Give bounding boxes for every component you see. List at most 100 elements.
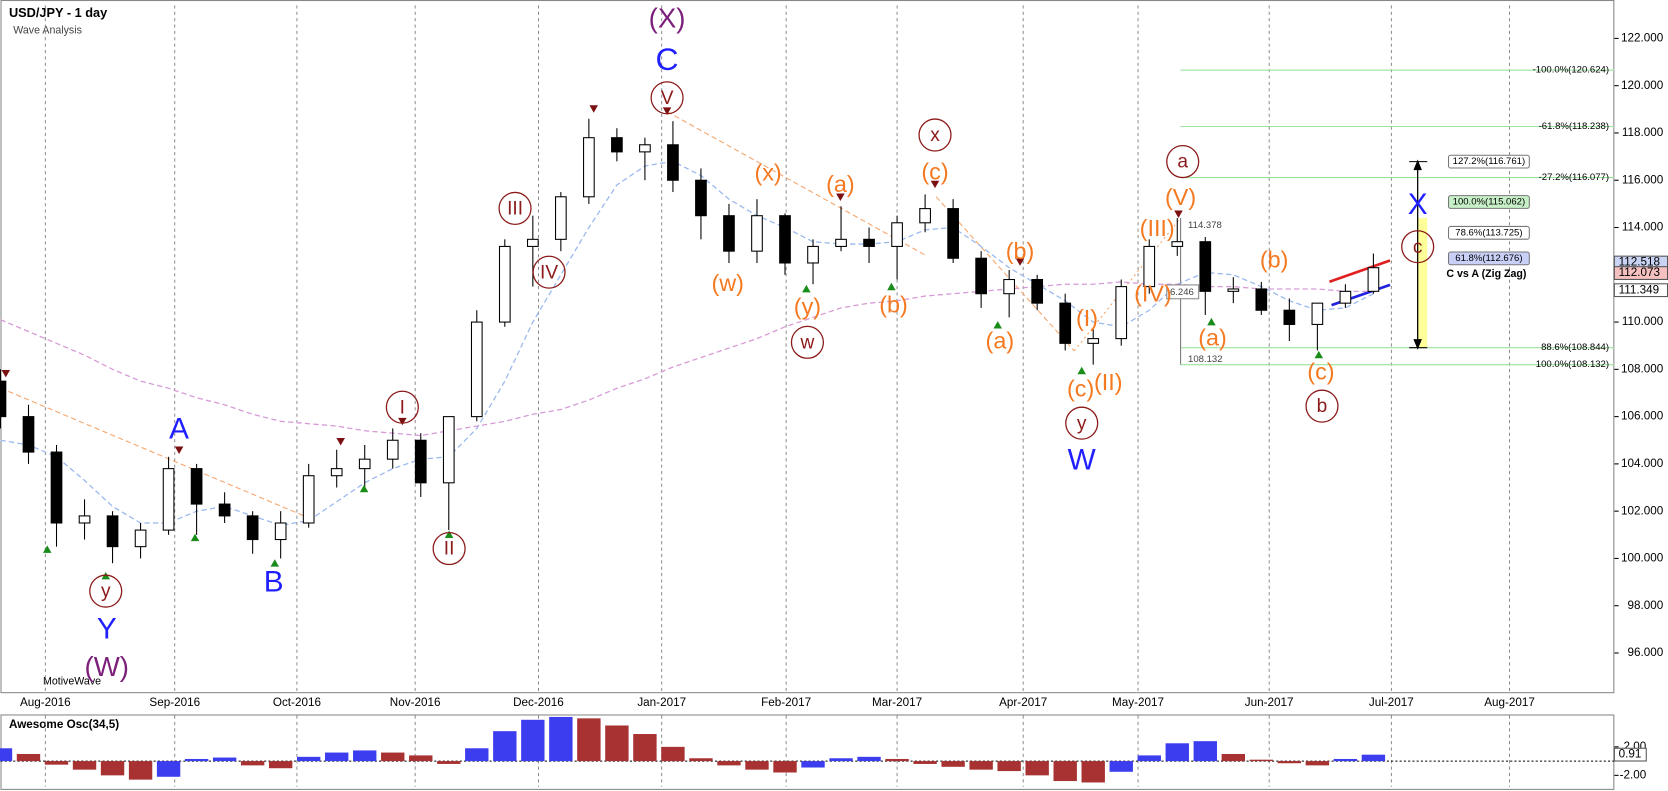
oscillator-bar	[409, 755, 433, 762]
oscillator-bar	[969, 761, 993, 770]
candle-body	[1339, 290, 1352, 304]
wave-label: (c)	[1307, 358, 1334, 384]
oscillator-bar	[184, 758, 209, 762]
oscillator-bar	[1221, 753, 1246, 762]
target-box	[1447, 195, 1530, 209]
oscillator-bar	[997, 761, 1021, 772]
wave-circle	[1065, 406, 1099, 440]
oscillator-bar	[1025, 761, 1049, 776]
measure-label: 114.378	[1188, 220, 1222, 231]
wave-label: x	[930, 125, 940, 146]
candle-body	[1143, 245, 1156, 288]
oscillator-bar	[829, 758, 853, 762]
x-tick-label: Jan-2017	[637, 696, 686, 709]
oscillator-bar	[381, 752, 405, 762]
oscillator-bar	[885, 758, 909, 762]
oscillator-bar	[773, 761, 797, 773]
oscillator-bar	[1193, 741, 1217, 762]
wave-label: (V)	[1165, 184, 1196, 210]
candle-body	[0, 380, 7, 418]
swing-marker	[1207, 317, 1216, 326]
y-tick-label: 104.000	[1621, 457, 1664, 470]
oscillator-bar	[577, 718, 601, 762]
swing-marker	[444, 530, 454, 538]
y-tick-label: 120.000	[1621, 79, 1664, 92]
swing-marker	[836, 193, 845, 201]
wave-circle	[650, 81, 684, 115]
target-title: C vs A (Zig Zag)	[1446, 268, 1527, 280]
oscillator-bar	[521, 719, 545, 762]
x-tick-label: Jul-2017	[1369, 696, 1414, 709]
candle-body	[919, 208, 931, 224]
candle-body	[78, 515, 91, 524]
oscillator-bar	[72, 761, 97, 770]
swing-marker	[1, 369, 11, 378]
swing-marker	[1015, 258, 1025, 266]
candle-body	[695, 179, 707, 217]
wave-circle	[1401, 230, 1435, 264]
y-tick-label: 106.000	[1621, 410, 1664, 423]
candle-body	[751, 215, 763, 252]
swing-marker	[174, 446, 184, 454]
wave-label: (W)	[85, 651, 129, 682]
oscillator-bar	[268, 761, 293, 769]
candle-body	[1087, 338, 1100, 344]
candle-body	[1171, 241, 1184, 247]
wave-circle	[385, 390, 419, 424]
oscillator-bar	[1333, 758, 1358, 762]
chart-subtitle: Wave Analysis	[13, 25, 82, 37]
oscillator-bar	[913, 761, 937, 764]
candle-body	[723, 215, 735, 252]
main-panel-frame	[0, 0, 1615, 694]
wave-label: IV	[540, 262, 558, 283]
wave-label: (a)	[826, 171, 855, 197]
candle-body	[667, 144, 679, 181]
wave-label: (b)	[1006, 238, 1035, 264]
candle-body	[50, 451, 63, 524]
wave-label: (a)	[1198, 324, 1227, 350]
last-value-label: 0.91	[1619, 748, 1642, 761]
oscillator-bar	[240, 761, 265, 766]
swing-marker	[1077, 366, 1086, 375]
candle-body	[330, 468, 343, 477]
candle-body	[274, 522, 287, 541]
y-tick-label: 98.000	[1628, 599, 1664, 612]
y-tick-label: 110.000	[1622, 315, 1664, 328]
candle-body	[975, 257, 987, 295]
swing-marker	[1314, 350, 1324, 359]
measure-box	[1166, 284, 1200, 300]
candle-body	[386, 439, 399, 460]
swing-marker	[802, 284, 811, 293]
wave-label: (X)	[649, 2, 686, 33]
fib-label: -61.8%(118.238)	[1539, 121, 1609, 132]
oscillator-bar	[1361, 754, 1386, 762]
y-tick-label: -2.00	[1620, 768, 1647, 781]
candle-body	[947, 208, 959, 259]
price-tag-label: 112.073	[1619, 266, 1660, 279]
oscillator-bar	[1053, 761, 1077, 782]
target-label: 61.8%(112.676)	[1455, 253, 1522, 264]
oscillator-bar	[549, 716, 573, 762]
wave-label: X	[1408, 188, 1428, 221]
oscillator-bar	[1081, 761, 1105, 783]
candle-body	[611, 137, 623, 153]
wave-circle	[1305, 389, 1339, 423]
wave-label: C	[656, 41, 679, 77]
x-tick-label: Mar-2017	[872, 696, 922, 709]
trend-line	[666, 111, 926, 256]
x-tick-label: Aug-2017	[1484, 696, 1535, 709]
candle-body	[526, 238, 539, 247]
candle-body	[891, 222, 903, 247]
wave-label: (c)	[921, 158, 948, 184]
x-tick-label: Jun-2017	[1245, 696, 1294, 709]
swing-marker	[662, 107, 672, 115]
oscillator-title: Awesome Osc(34,5)	[9, 718, 119, 731]
target-label: 100.0%(115.062)	[1453, 197, 1526, 208]
oscillator-bar	[212, 757, 237, 762]
wave-circle	[532, 255, 566, 289]
candle-body	[190, 468, 203, 505]
measure-label: 108.132	[1188, 354, 1223, 365]
y-tick-label: 108.000	[1621, 362, 1664, 375]
swing-marker	[1174, 210, 1183, 218]
